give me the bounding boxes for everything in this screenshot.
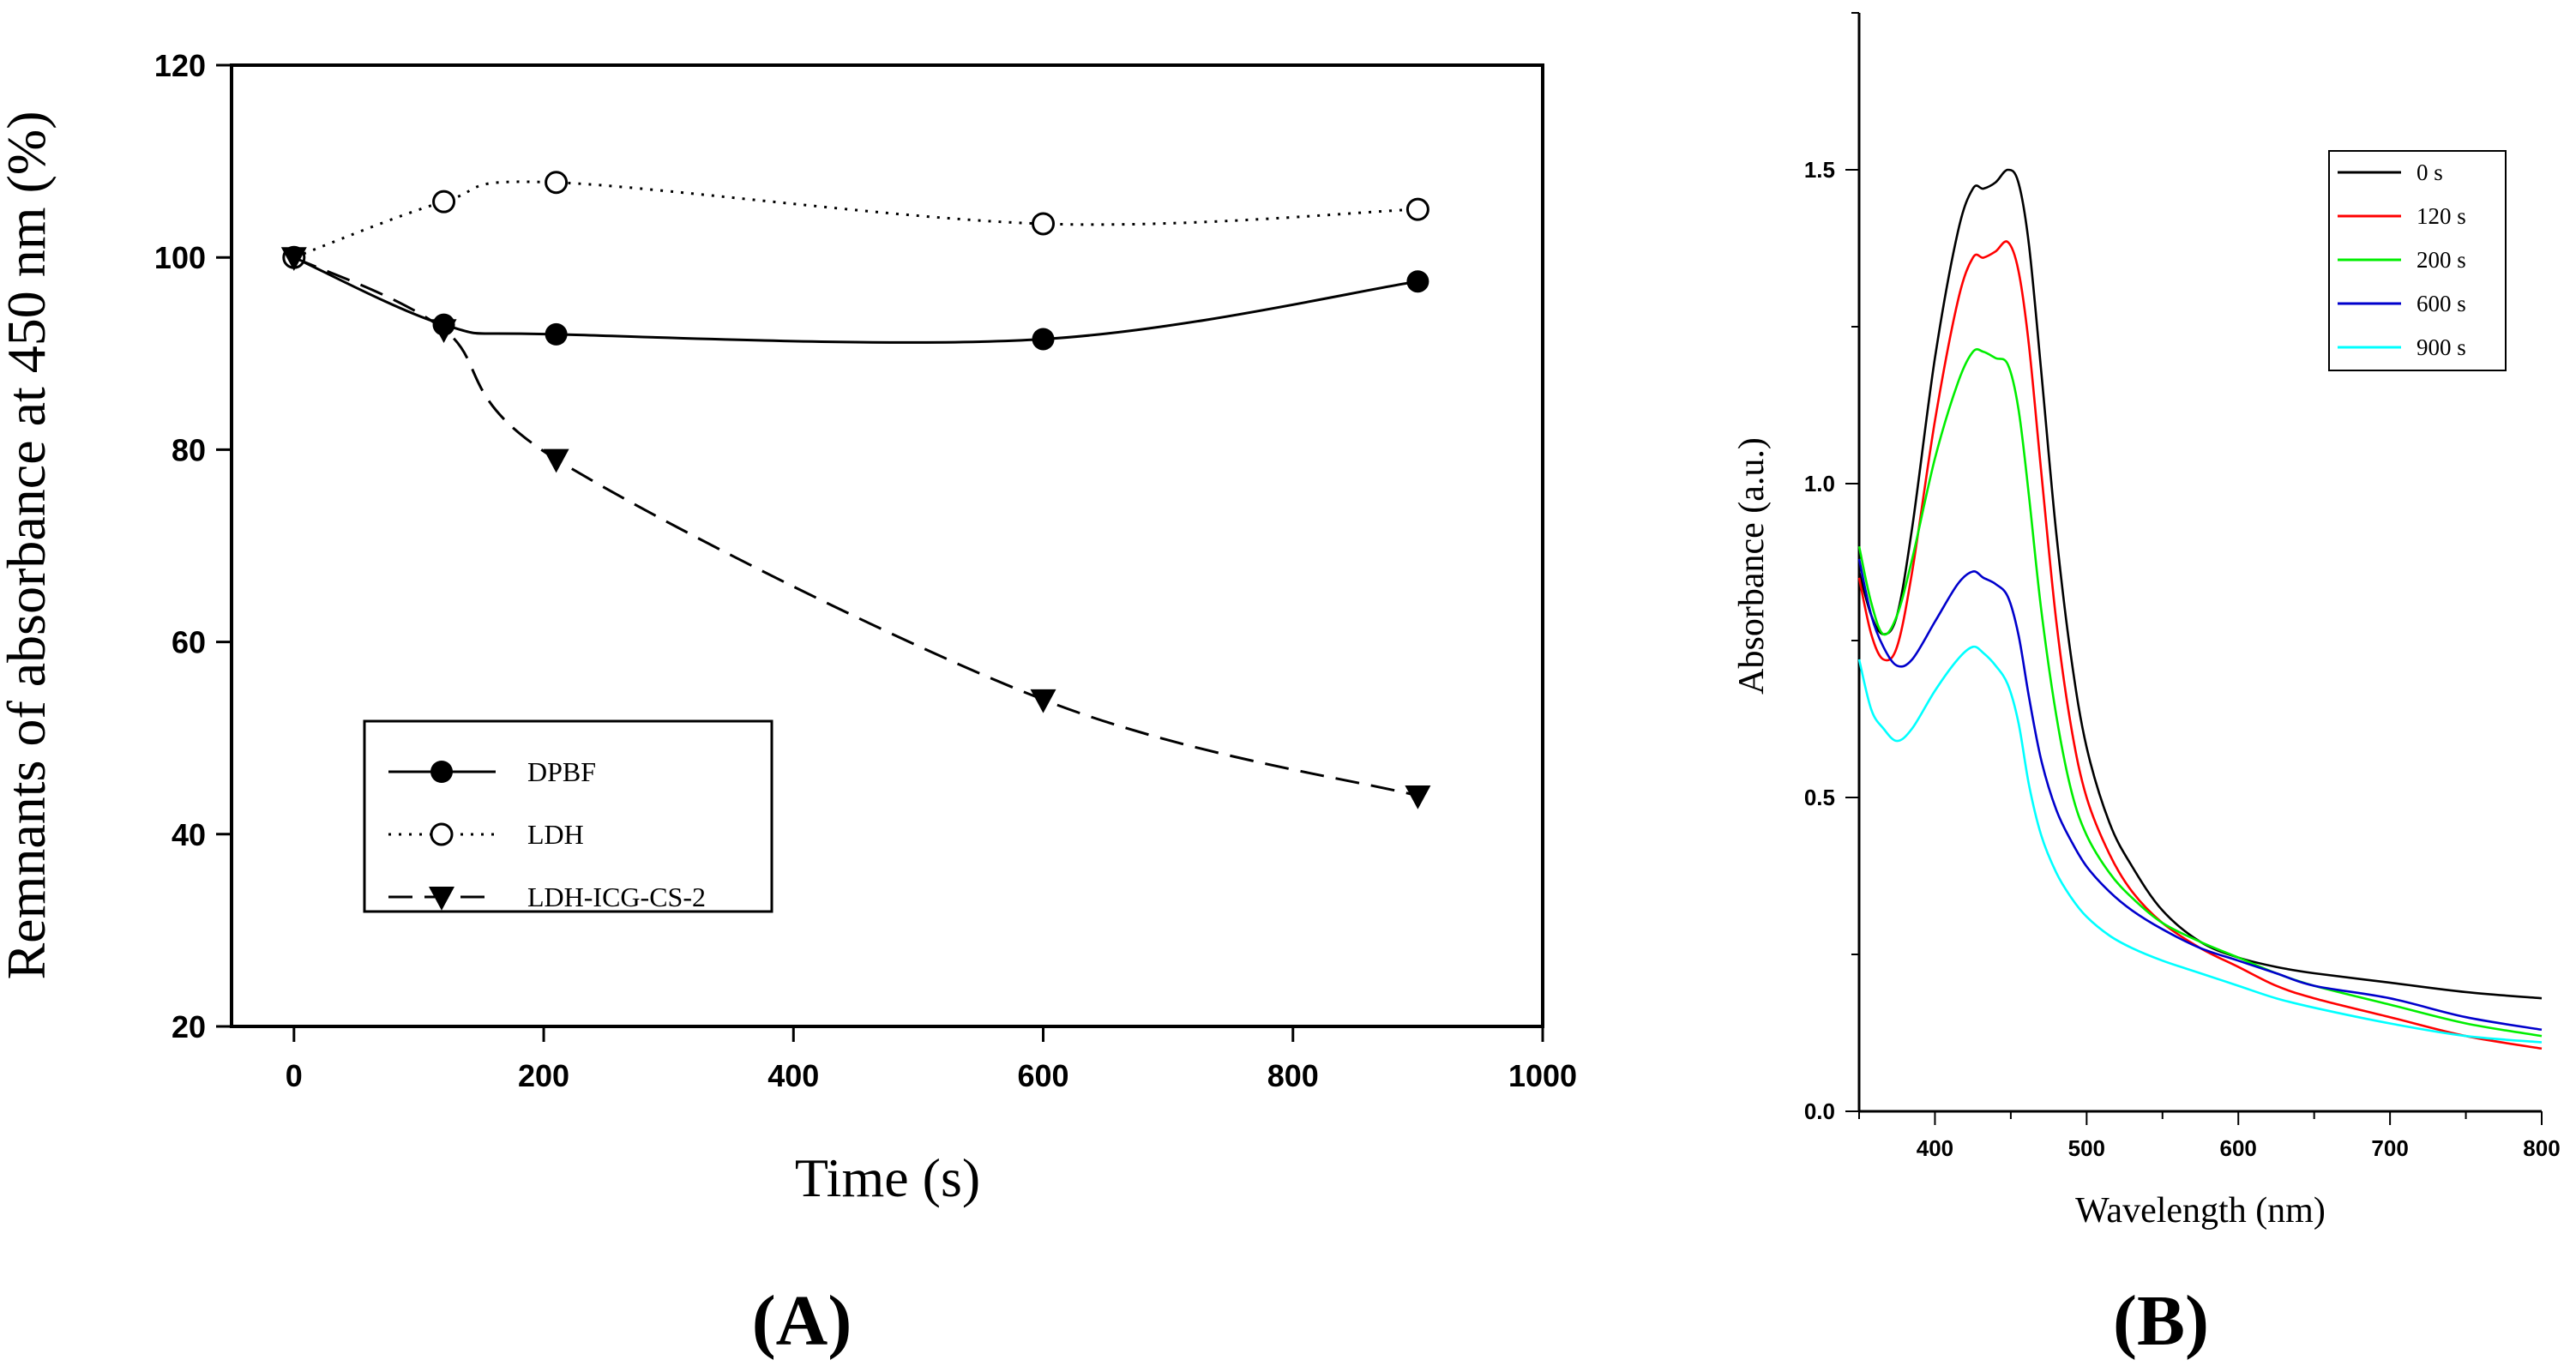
series-ldh-icg-cs-2-point <box>1030 689 1056 713</box>
series-dpbf-line <box>293 256 1418 344</box>
legend-ldh-icg-cs-2-label: LDH-ICG-CS-2 <box>527 882 706 912</box>
chart-a: 0 200 400 600 800 1000 20 40 60 80 100 120 Time (s)… <box>0 48 1577 1361</box>
chart-a-y-tick-label: 80 <box>172 432 206 467</box>
legend-600-s-label: 600 s <box>2417 291 2466 316</box>
chart-b-x-tick-label: 600 <box>2220 1135 2257 1161</box>
chart-a-plot-frame <box>230 63 1544 1028</box>
chart-a-y-tick-label: 120 <box>154 48 206 83</box>
series-ldh-point <box>1032 212 1056 236</box>
series-ldh-icg-cs-2-point <box>280 247 307 271</box>
legend-ldh-icg-cs-2-marker <box>429 887 454 911</box>
chart-a-legend: DPBF LDH LDH-ICG-CS-2 <box>363 719 773 913</box>
legend-200-s-label: 200 s <box>2417 247 2466 273</box>
chart-b-x-tick-label: 700 <box>2371 1135 2408 1161</box>
series-0-s-line <box>1857 168 2543 1000</box>
legend-ldh-marker <box>430 822 454 846</box>
series-ldh-point <box>432 190 456 214</box>
chart-b-x-tick-label: 500 <box>2068 1135 2105 1161</box>
legend-dpbf-label: DPBF <box>527 756 596 787</box>
chart-b: 400 500 600 700 800 0.0 0.5 1.0 1.5 Wavelength (… <box>1732 12 2561 1361</box>
series-dpbf-point <box>1406 270 1429 293</box>
legend-120-s-label: 120 s <box>2417 203 2466 229</box>
legend-0-s-label: 0 s <box>2417 159 2443 185</box>
legend-dpbf-marker <box>430 761 453 783</box>
series-ldh-icg-cs-2-point <box>543 448 569 473</box>
series-900-s-line <box>1857 645 2543 1044</box>
chart-b-y-axis-label: Absorbance (a.u.) <box>1732 437 1772 695</box>
chart-b-y-tick-label: 1.5 <box>1804 157 1835 183</box>
chart-a-x-tick-label: 800 <box>1267 1058 1319 1093</box>
chart-a-x-tick-label: 200 <box>518 1058 569 1093</box>
series-120-s-line <box>1857 240 2543 1050</box>
series-ldh-point <box>1405 197 1429 221</box>
chart-a-panel-label: (A) <box>752 1281 852 1361</box>
series-ldh-icg-cs-2-line <box>293 256 1418 797</box>
chart-b-legend: 0 s 120 s 200 s 600 s 900 s <box>2328 150 2507 371</box>
series-ldh-icg-cs-2-point <box>1405 785 1431 809</box>
chart-b-x-tick-label: 800 <box>2523 1135 2560 1161</box>
chart-a-x-tick-label: 1000 <box>1508 1058 1577 1093</box>
chart-a-y-tick-label: 100 <box>154 240 206 275</box>
series-ldh-icg-cs-2-point <box>430 319 457 344</box>
chart-b-y-tick-label: 1.0 <box>1804 471 1835 496</box>
chart-b-y-tick-label: 0.0 <box>1804 1098 1835 1124</box>
legend-ldh-label: LDH <box>527 819 584 850</box>
chart-a-y-tick-label: 40 <box>172 817 206 852</box>
legend-900-s-label: 900 s <box>2417 334 2466 360</box>
chart-b-x-tick-label: 400 <box>1917 1135 1953 1161</box>
chart-a-x-tick-label: 600 <box>1017 1058 1068 1093</box>
chart-a-y-tick-label: 20 <box>172 1009 206 1044</box>
series-ldh-point <box>545 171 569 195</box>
chart-b-panel-label: (B) <box>2113 1281 2209 1361</box>
series-dpbf-point <box>545 322 568 346</box>
series-ldh-line <box>293 180 1418 259</box>
chart-b-y-tick-label: 0.5 <box>1804 785 1835 810</box>
series-600-s-line <box>1857 558 2543 1032</box>
chart-a-x-tick-label: 400 <box>767 1058 819 1093</box>
chart-b-x-axis-label: Wavelength (nm) <box>2075 1191 2326 1231</box>
chart-a-x-tick-label: 0 <box>286 1058 303 1093</box>
series-dpbf-point <box>1032 328 1055 351</box>
chart-a-x-axis-label: Time (s) <box>795 1147 980 1208</box>
chart-a-y-axis-label: Remnants of absorbance at 450 nm (%) <box>0 111 57 979</box>
series-200-s-line <box>1857 348 2543 1038</box>
chart-a-y-tick-label: 60 <box>172 625 206 660</box>
chart-a-legend-box <box>363 719 773 913</box>
